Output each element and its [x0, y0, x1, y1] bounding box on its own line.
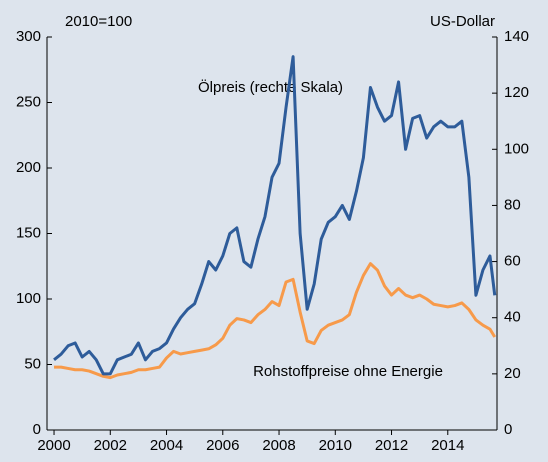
x-tick-label: 2014 — [431, 437, 464, 454]
series-line — [54, 262, 497, 380]
y-tick-label: 150 — [16, 224, 41, 241]
series-label: Ölpreis (rechte Skala) — [198, 78, 343, 96]
y2-tick-label: 140 — [504, 28, 529, 45]
series-line — [53, 55, 497, 376]
y2-tick-label: 0 — [504, 421, 512, 438]
x-tick-label: 2004 — [150, 437, 183, 454]
right-unit: US-Dollar — [430, 13, 495, 30]
x-tick-label: 2000 — [37, 437, 70, 454]
y2-tick-label: 120 — [504, 84, 529, 101]
series-label: Rohstoffpreise ohne Energie — [253, 363, 443, 380]
y2-tick-label: 80 — [504, 196, 521, 213]
x-tick-label: 2002 — [94, 437, 127, 454]
x-tick-label: 2012 — [375, 437, 408, 454]
y2-tick-label: 40 — [504, 309, 521, 326]
x-tick-label: 2010 — [319, 437, 352, 454]
y-tick-label: 50 — [24, 355, 41, 372]
y-tick-label: 250 — [16, 93, 41, 110]
y-tick-label: 100 — [16, 290, 41, 307]
y-tick-label: 0 — [33, 421, 41, 438]
y2-tick-label: 20 — [504, 365, 521, 382]
x-tick-label: 2006 — [206, 437, 239, 454]
y-tick-label: 300 — [16, 28, 41, 45]
left-unit: 2010=100 — [65, 13, 132, 30]
x-tick-label: 2008 — [262, 437, 295, 454]
y2-tick-label: 60 — [504, 253, 521, 270]
y2-tick-label: 100 — [504, 140, 529, 157]
y-tick-label: 200 — [16, 159, 41, 176]
